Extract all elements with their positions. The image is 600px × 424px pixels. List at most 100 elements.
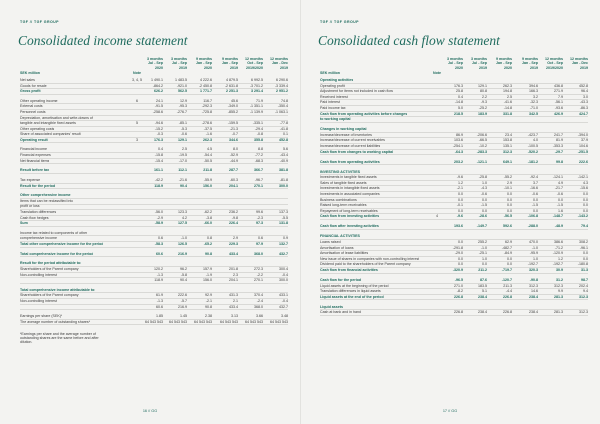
cell-value: 0.0 bbox=[533, 197, 538, 202]
row-rule bbox=[320, 219, 588, 220]
cell-value: 0.0 bbox=[482, 208, 487, 213]
cell-value: 394.6 bbox=[529, 83, 538, 88]
row-label: Loans raised bbox=[320, 240, 341, 244]
cell-value: 281.3 bbox=[554, 294, 563, 299]
row-label: Translation differences in liquid assets bbox=[320, 289, 381, 294]
column-header: 9 months bbox=[196, 57, 212, 61]
cell-value: -0.8 bbox=[256, 132, 263, 137]
row-label: The average number of outstanding shares… bbox=[20, 319, 91, 324]
cell-value: 331.8 bbox=[503, 111, 512, 116]
row-label: Other operating income bbox=[20, 98, 58, 103]
column-header: Jul - Sep bbox=[148, 61, 163, 66]
row-label: Financial income bbox=[20, 147, 47, 152]
row-rule bbox=[20, 271, 288, 273]
row-label: to working capital bbox=[320, 117, 351, 122]
cell-value: 126.5 bbox=[178, 241, 187, 246]
column-header: Jan - Dec bbox=[272, 61, 288, 66]
cell-value: 3.2 bbox=[533, 94, 538, 99]
row-label: Earnings per share (SEK)* bbox=[20, 314, 63, 319]
cell-value: 4 222.6 bbox=[200, 78, 212, 82]
cell-value: 31.3 bbox=[581, 268, 588, 272]
cell-value: 226.4 bbox=[229, 221, 238, 226]
cell-value: -54.4 bbox=[203, 153, 212, 157]
footnote: dilution. bbox=[20, 340, 33, 345]
column-header: 12 months bbox=[545, 57, 563, 61]
cell-value: 12.9 bbox=[180, 98, 187, 103]
cell-value: 426.9 bbox=[554, 111, 563, 116]
cell-value: 62.9 bbox=[505, 240, 512, 244]
cell-value: 99.8 bbox=[556, 159, 563, 164]
row-label: Net financial items bbox=[20, 158, 50, 163]
cell-value: 320.3 bbox=[529, 268, 538, 272]
cell-value: 222.6 bbox=[178, 293, 187, 298]
cell-value: -335.1 bbox=[252, 121, 263, 126]
cell-value: -149.7 bbox=[476, 224, 487, 229]
cell-value: 0.0 bbox=[507, 256, 512, 261]
cell-value: 366.7 bbox=[254, 168, 263, 173]
cell-value: 0.0 bbox=[558, 197, 563, 202]
cell-value: 229.3 bbox=[229, 241, 238, 246]
cell-value: -92.4 bbox=[529, 175, 538, 180]
cell-value: -181.2 bbox=[527, 159, 538, 164]
row-rule bbox=[20, 142, 288, 144]
row-label: Non-controlling interest bbox=[20, 298, 57, 303]
column-header: 2019/2020 bbox=[246, 65, 263, 70]
cell-value: -77.2 bbox=[254, 153, 263, 157]
row-label: Personnel costs bbox=[20, 109, 46, 114]
row-label: Shareholders of the Parent company bbox=[20, 267, 79, 271]
cell-value: 14.6 bbox=[531, 289, 538, 294]
cell-value: -1.3 bbox=[156, 298, 163, 303]
cell-value: -43.4 bbox=[279, 153, 288, 157]
cell-value: 45.6 bbox=[231, 98, 238, 103]
row-label: Cash flow from financial activities bbox=[320, 268, 378, 272]
cell-value: 64 543 543 bbox=[220, 319, 238, 324]
cell-value: 236.2 bbox=[229, 210, 238, 214]
cell-value: -349.0 bbox=[227, 104, 238, 109]
cell-value: 368.0 bbox=[254, 251, 263, 256]
cell-value: -29.4 bbox=[254, 126, 263, 131]
cell-value: 216.9 bbox=[178, 304, 187, 309]
column-header: 3 months bbox=[471, 57, 487, 61]
cell-value: 342.5 bbox=[529, 111, 538, 116]
cell-value: 4.3 bbox=[583, 180, 588, 185]
cell-value: 2.5 bbox=[507, 94, 512, 99]
column-header: 2019 bbox=[580, 65, 588, 70]
row-note: 3, 4, 5 bbox=[132, 78, 142, 82]
row-rule bbox=[20, 109, 288, 110]
cell-value: -100.5 bbox=[527, 144, 538, 148]
cell-value: -5.7 bbox=[180, 298, 187, 303]
row-label: Operating result bbox=[20, 137, 48, 142]
row-label: Investments in tangible fixed assets bbox=[320, 175, 377, 180]
cell-value: -120.7 bbox=[501, 278, 512, 282]
cell-value: -2.9 bbox=[156, 215, 163, 220]
cell-value: 103.6 bbox=[454, 138, 463, 143]
cell-value: 431.3 bbox=[229, 293, 238, 298]
cell-value: 262.3 bbox=[203, 137, 212, 142]
cell-value: 2.2 bbox=[482, 94, 487, 99]
row-rule bbox=[20, 246, 288, 248]
cell-value: 97.3 bbox=[256, 221, 263, 226]
cell-value: 312.3 bbox=[529, 283, 538, 288]
column-header: 2019/2020 bbox=[546, 65, 563, 70]
cell-value: -5.5 bbox=[281, 215, 288, 220]
cell-value: -0.6 bbox=[180, 132, 187, 137]
cell-value: 452.8 bbox=[279, 137, 288, 142]
cell-value: 176.3 bbox=[154, 137, 163, 142]
row-rule bbox=[20, 235, 288, 237]
row-rule bbox=[20, 298, 288, 299]
cell-value: -9.3 bbox=[480, 100, 487, 105]
cell-value: 3.7 bbox=[533, 180, 538, 185]
cell-value: -65.2 bbox=[203, 241, 212, 246]
cell-value: 271.0 bbox=[454, 283, 463, 288]
cell-value: 118.9 bbox=[154, 278, 163, 283]
cell-value: 4 879.5 bbox=[226, 78, 238, 82]
row-note: 3 bbox=[136, 137, 138, 142]
cell-value: -52.9 bbox=[229, 153, 238, 157]
row-rule bbox=[20, 188, 288, 190]
row-label: Investments in associated companies bbox=[320, 192, 380, 196]
row-label: External costs bbox=[20, 104, 43, 109]
row-rule bbox=[320, 88, 588, 90]
cell-value: 3.48 bbox=[281, 314, 288, 319]
cell-value: -14.8 bbox=[503, 106, 512, 110]
cell-value: 262.3 bbox=[503, 83, 512, 88]
